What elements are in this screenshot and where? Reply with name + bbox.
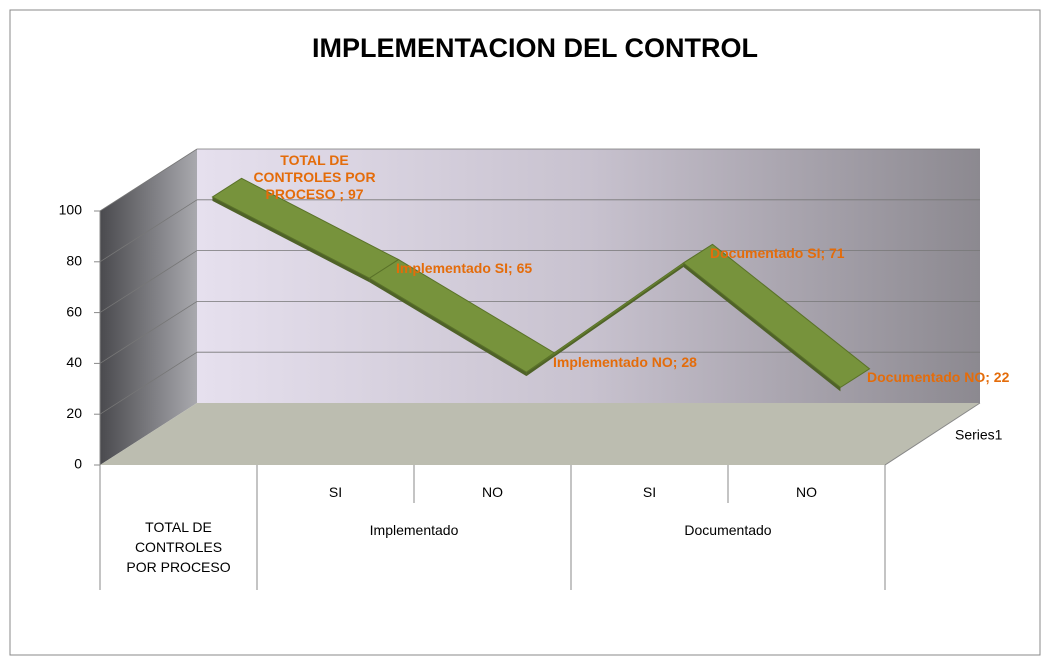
x-tick-label: NO [482, 484, 503, 500]
depth-axis-label: Series1 [955, 427, 1003, 443]
x-tick-label: NO [796, 484, 817, 500]
x-tick-label: SI [642, 484, 657, 500]
y-tick-label: 20 [66, 405, 82, 421]
x-group-label: Documentado [684, 522, 772, 538]
y-tick-label: 80 [66, 253, 82, 269]
x-tick-label: SI [328, 484, 343, 500]
y-tick-label: 0 [74, 456, 82, 472]
ribbon-edge [212, 196, 370, 283]
data-label: Implementado NO; 28 [553, 353, 697, 370]
grid-line [99, 301, 198, 364]
y-tick-label: 100 [59, 202, 83, 218]
data-label: Documentado NO; 22 [867, 369, 1010, 386]
ribbon-edge [369, 278, 527, 377]
grid-line [99, 148, 198, 212]
grid-line [99, 351, 198, 415]
data-label: TOTAL DE CONTROLES POR PROCESO ; 97 [253, 151, 376, 202]
data-label: Documentado SI; 71 [710, 244, 845, 261]
y-tick-label: 60 [66, 303, 82, 319]
x-group-label: Implementado [369, 522, 459, 538]
x-tick-label: TOTAL DE CONTROLES POR PROCESO [126, 519, 231, 575]
ribbon-segment [682, 243, 871, 389]
y-tick-label: 40 [66, 354, 82, 370]
grid-line [99, 199, 198, 263]
grid-line [99, 250, 198, 313]
depth-axis [884, 402, 981, 466]
data-label: Implementado SI; 65 [396, 259, 533, 276]
chart-title: IMPLEMENTACION DEL CONTROL [312, 33, 758, 63]
floor [100, 403, 980, 465]
side-wall [100, 149, 197, 465]
ribbon-edge [683, 262, 841, 392]
